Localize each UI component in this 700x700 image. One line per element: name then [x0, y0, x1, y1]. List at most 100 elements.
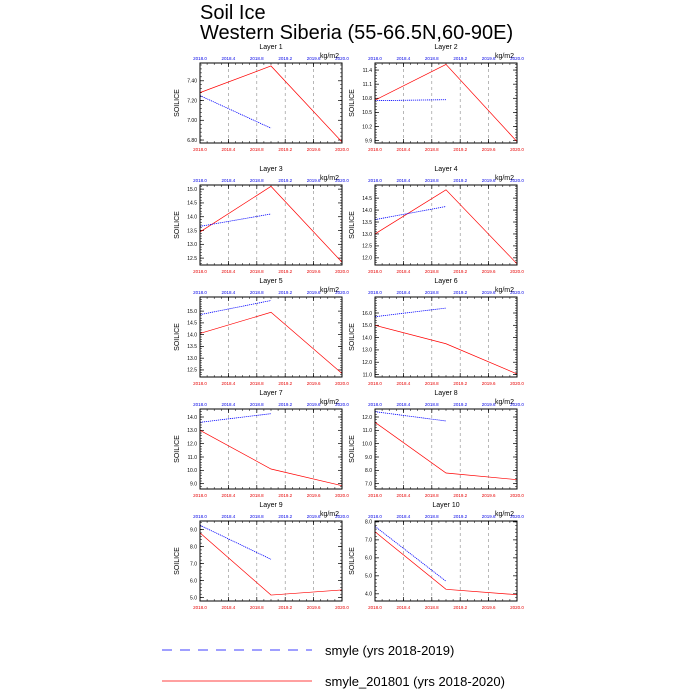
x-tick-label-top: 2019.6 — [482, 56, 496, 61]
x-tick-label-bottom: 2019.6 — [307, 605, 321, 610]
y-tick-label: 9.0 — [365, 455, 372, 461]
y-tick-label: 14.5 — [187, 201, 197, 207]
y-tick-label: 6.0 — [190, 578, 197, 584]
plot-frame — [199, 184, 343, 266]
series-line-smyle-201801 — [374, 531, 518, 596]
y-tick-label: 13.5 — [362, 220, 372, 226]
y-tick-label: 11.1 — [363, 82, 373, 88]
series-line-smyle — [374, 206, 447, 221]
panel-layer-6: Layer 6 kg/m2 SOILICE 2018.0 2018.0 2018.4 201… — [349, 278, 524, 386]
legend-label: smyle (yrs 2018-2019) — [325, 643, 454, 658]
x-tick-label-bottom: 2020.0 — [510, 381, 524, 386]
x-tick-label-top: 2018.8 — [425, 178, 439, 183]
x-tick-label-top: 2018.0 — [368, 290, 382, 295]
y-tick-label: 12.0 — [362, 256, 372, 262]
x-tick-label-top: 2018.4 — [397, 290, 411, 295]
x-tick-label-bottom: 2018.8 — [250, 605, 264, 610]
units-label: kg/m2 — [320, 287, 339, 294]
y-tick-label: 7.40 — [187, 79, 197, 85]
x-tick-label-top: 2019.2 — [453, 402, 467, 407]
x-tick-label-bottom: 2018.8 — [250, 493, 264, 498]
series-line-smyle-201801 — [374, 324, 518, 375]
panel-title: Layer 9 — [259, 502, 282, 509]
x-tick-label-top: 2019.6 — [307, 514, 321, 519]
panel-title: Layer 5 — [259, 278, 282, 285]
x-tick-label-bottom: 2018.4 — [397, 147, 411, 152]
x-tick-label-bottom: 2018.0 — [193, 269, 207, 274]
x-tick-label-top: 2020.0 — [510, 402, 524, 407]
y-axis-label: SOILICE — [174, 89, 181, 117]
series-line-smyle — [374, 411, 447, 422]
y-tick-label: 5.0 — [190, 595, 197, 601]
x-tick-label-top: 2018.4 — [222, 290, 236, 295]
series-line-smyle-201801 — [199, 532, 343, 596]
series-line-smyle-201801 — [374, 63, 518, 142]
y-tick-label: 6.0 — [365, 556, 372, 562]
y-tick-label: 13.5 — [187, 228, 197, 234]
x-tick-label-top: 2018.8 — [250, 290, 264, 295]
y-tick-label: 15.0 — [362, 323, 372, 329]
series-line-smyle-201801 — [199, 65, 343, 143]
x-tick-label-bottom: 2018.8 — [250, 381, 264, 386]
panel-layer-3: Layer 3 kg/m2 SOILICE 2018.0 2018.0 2018.4 201… — [174, 166, 349, 274]
x-tick-label-bottom: 2019.2 — [278, 269, 292, 274]
x-tick-label-top: 2020.0 — [335, 514, 349, 519]
x-tick-label-bottom: 2018.4 — [222, 147, 236, 152]
plot-frame — [374, 520, 518, 602]
y-tick-label: 6.80 — [187, 138, 197, 144]
y-axis-label: SOILICE — [349, 547, 356, 575]
x-tick-label-bottom: 2019.2 — [453, 269, 467, 274]
series-line-smyle — [374, 307, 447, 318]
x-tick-label-top: 2018.8 — [250, 178, 264, 183]
y-tick-label: 7.0 — [190, 561, 197, 567]
x-tick-label-bottom: 2018.0 — [193, 605, 207, 610]
plot-frame — [374, 184, 518, 266]
x-tick-label-top: 2019.6 — [307, 56, 321, 61]
y-tick-label: 11.4 — [363, 68, 373, 74]
x-tick-label-bottom: 2018.0 — [368, 147, 382, 152]
plot-frame — [199, 296, 343, 378]
x-tick-label-bottom: 2018.0 — [368, 605, 382, 610]
y-tick-label: 4.0 — [365, 592, 372, 598]
units-label: kg/m2 — [320, 399, 339, 406]
x-tick-label-bottom: 2018.8 — [425, 493, 439, 498]
y-tick-label: 10.5 — [362, 110, 372, 116]
x-tick-label-top: 2019.2 — [453, 178, 467, 183]
x-tick-label-bottom: 2018.0 — [193, 381, 207, 386]
x-tick-label-bottom: 2019.6 — [482, 269, 496, 274]
y-tick-label: 13.0 — [362, 348, 372, 354]
x-tick-label-top: 2018.8 — [425, 290, 439, 295]
x-tick-label-top: 2018.0 — [193, 56, 207, 61]
y-axis-label: SOILICE — [349, 89, 356, 117]
y-axis-label: SOILICE — [349, 211, 356, 239]
x-tick-label-top: 2020.0 — [510, 290, 524, 295]
x-tick-label-bottom: 2018.0 — [368, 493, 382, 498]
y-tick-label: 13.0 — [187, 242, 197, 248]
y-tick-label: 14.0 — [362, 208, 372, 214]
x-tick-label-bottom: 2020.0 — [510, 605, 524, 610]
x-tick-label-top: 2018.0 — [193, 178, 207, 183]
x-tick-label-bottom: 2018.0 — [193, 147, 207, 152]
units-label: kg/m2 — [320, 511, 339, 518]
units-label: kg/m2 — [495, 399, 514, 406]
x-tick-label-bottom: 2020.0 — [510, 269, 524, 274]
series-line-smyle — [199, 300, 272, 316]
panel-layer-10: Layer 10 kg/m2 SOILICE 2018.0 2018.0 2018.4 20… — [349, 502, 524, 610]
y-axis-label: SOILICE — [174, 211, 181, 239]
units-label: kg/m2 — [495, 287, 514, 294]
x-tick-label-top: 2020.0 — [510, 178, 524, 183]
x-tick-label-bottom: 2020.0 — [335, 493, 349, 498]
panel-title: Layer 7 — [259, 390, 282, 397]
x-tick-label-top: 2019.6 — [482, 290, 496, 295]
x-tick-label-bottom: 2019.6 — [307, 493, 321, 498]
x-tick-label-bottom: 2018.4 — [222, 381, 236, 386]
y-tick-label: 14.0 — [187, 332, 197, 338]
y-tick-label: 15.0 — [187, 187, 197, 193]
y-axis-label: SOILICE — [174, 435, 181, 463]
x-tick-label-bottom: 2019.2 — [453, 147, 467, 152]
x-tick-label-top: 2019.6 — [307, 290, 321, 295]
x-tick-label-bottom: 2019.2 — [453, 605, 467, 610]
x-tick-label-top: 2020.0 — [335, 56, 349, 61]
y-tick-label: 8.0 — [365, 520, 372, 526]
panel-layer-4: Layer 4 kg/m2 SOILICE 2018.0 2018.0 2018.4 201… — [349, 166, 524, 274]
